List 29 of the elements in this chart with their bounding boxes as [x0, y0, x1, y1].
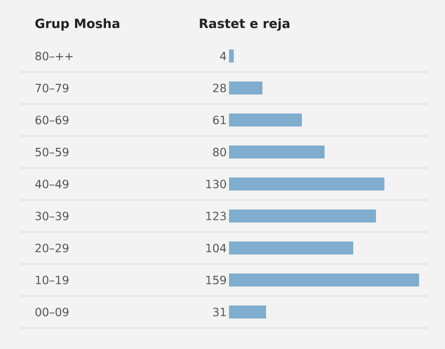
x-axis-title: Rastet e reja — [200, 18, 290, 31]
bar — [229, 114, 302, 127]
y-tick-label: 20–29 — [36, 244, 68, 252]
bar — [229, 274, 420, 287]
data-label: 123 — [206, 212, 226, 220]
data-label: 28 — [213, 84, 226, 92]
y-tick-label: 80–++ — [35, 52, 73, 60]
data-label: 4 — [220, 52, 226, 60]
bar — [229, 306, 266, 319]
y-tick-label: 10–19 — [36, 276, 68, 284]
y-tick-label: 60–69 — [36, 116, 68, 124]
bar — [229, 242, 354, 255]
y-tick-label: 70–79 — [36, 84, 68, 92]
bar — [229, 178, 384, 191]
data-label: 130 — [206, 180, 226, 188]
bar — [229, 50, 234, 63]
y-tick-label: 30–39 — [36, 212, 68, 220]
data-label: 159 — [206, 276, 226, 284]
y-tick-label: 40–49 — [35, 180, 68, 188]
data-label: 61 — [213, 116, 226, 124]
data-label: 31 — [213, 308, 226, 316]
bar — [229, 210, 376, 223]
bar — [229, 82, 262, 95]
data-label: 80 — [213, 148, 226, 156]
y-axis-title: Grup Mosha — [35, 18, 120, 31]
y-tick-label: 00–09 — [35, 308, 68, 316]
data-label: 104 — [206, 244, 226, 252]
bar — [229, 146, 325, 159]
y-tick-label: 50–59 — [36, 148, 68, 156]
